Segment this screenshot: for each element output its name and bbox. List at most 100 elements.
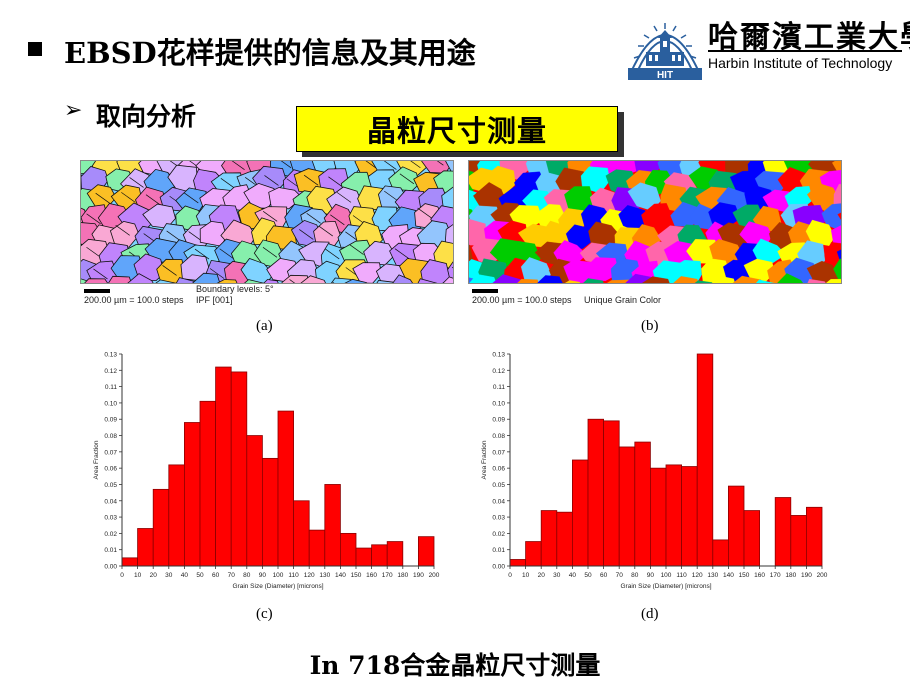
grain-shape xyxy=(833,183,841,209)
x-tick-label: 60 xyxy=(600,572,608,579)
grain-shape xyxy=(807,278,826,283)
histogram-bar xyxy=(261,457,279,567)
twin-boundary xyxy=(220,178,236,189)
x-axis-label: Grain Size (Diameter) [microns] xyxy=(620,583,711,590)
slide-subtitle: 取向分析 xyxy=(96,102,197,131)
grain-shape xyxy=(564,280,581,283)
twin-boundary xyxy=(209,268,225,279)
y-tick-label: 0.12 xyxy=(492,368,505,375)
twin-boundary xyxy=(349,244,364,255)
y-tick-label: 0.06 xyxy=(492,466,505,473)
grain-shape xyxy=(445,161,453,173)
grain-shape xyxy=(344,278,367,283)
x-tick-label: 140 xyxy=(723,572,734,579)
grain-shape xyxy=(732,275,763,283)
x-tick-label: 140 xyxy=(335,572,346,579)
twin-boundary xyxy=(264,175,279,186)
grain-shape xyxy=(831,225,841,248)
y-tick-label: 0.12 xyxy=(104,368,117,375)
histogram-bar xyxy=(277,410,295,567)
histogram-bar xyxy=(774,497,792,567)
grain-shape xyxy=(420,259,451,283)
x-tick-label: 160 xyxy=(366,572,377,579)
y-tick-label: 0.10 xyxy=(492,400,505,407)
twin-boundary xyxy=(162,265,177,276)
twin-boundary xyxy=(262,247,278,258)
university-emblem-icon: HIT xyxy=(628,23,702,81)
twin-boundary xyxy=(299,229,314,240)
twin-boundary xyxy=(325,248,340,260)
twin-boundary xyxy=(219,248,234,260)
x-tick-label: 110 xyxy=(288,572,299,579)
y-axis-label: Area Fraction xyxy=(93,440,100,479)
grain-shape xyxy=(670,259,702,283)
y-tick-label: 0.09 xyxy=(492,417,505,424)
ebsd-unique-grain-map-image xyxy=(468,160,842,284)
twin-boundary xyxy=(328,176,343,188)
x-tick-label: 20 xyxy=(538,572,546,579)
grain-shape xyxy=(777,273,804,283)
emblem-text: HIT xyxy=(657,70,673,81)
histogram-bar xyxy=(137,528,154,567)
x-tick-label: 190 xyxy=(801,572,812,579)
x-tick-label: 130 xyxy=(319,572,330,579)
y-tick-label: 0.02 xyxy=(492,531,505,538)
histogram-bar xyxy=(417,536,435,567)
histogram-bar xyxy=(712,539,729,567)
histogram-bar xyxy=(649,467,667,567)
x-tick-label: 150 xyxy=(739,572,750,579)
scale-text-a: 200.00 µm = 100.0 steps xyxy=(84,295,184,305)
histogram-bar xyxy=(618,446,636,567)
y-tick-label: 0.00 xyxy=(492,564,505,571)
histogram-bar xyxy=(293,500,310,567)
x-tick-label: 120 xyxy=(304,572,315,579)
y-tick-label: 0.05 xyxy=(492,482,505,489)
twin-boundary xyxy=(306,213,321,224)
grain-shape xyxy=(444,224,453,246)
y-tick-label: 0.11 xyxy=(105,384,118,391)
histogram-chart-d: 0.00 0.01 0.02 0.03 0.04 0.05 0.06 0.07 0.08 0.09… xyxy=(481,352,828,591)
panel-label-a: (a) xyxy=(256,318,273,334)
grain-shape xyxy=(641,276,670,283)
x-tick-label: 120 xyxy=(692,572,703,579)
x-tick-label: 130 xyxy=(707,572,718,579)
twin-boundary xyxy=(115,225,130,236)
twin-boundary xyxy=(303,174,319,186)
histogram-bar xyxy=(681,466,698,567)
grain-shape xyxy=(469,274,497,283)
grain-shape xyxy=(109,220,140,248)
y-tick-label: 0.13 xyxy=(492,352,505,359)
y-tick-label: 0.07 xyxy=(492,449,505,456)
grain-shape xyxy=(155,279,177,283)
y-tick-label: 0.05 xyxy=(104,482,117,489)
scale-bar-b xyxy=(472,289,498,293)
histogram-bar xyxy=(215,366,232,567)
logo-divider xyxy=(708,50,902,52)
histogram-chart-c: 0.00 0.01 0.02 0.03 0.04 0.05 0.06 0.07 0.08 0.09… xyxy=(93,352,440,591)
histogram-bar xyxy=(355,547,373,567)
grain-shape xyxy=(441,186,453,210)
twin-boundary xyxy=(166,230,181,242)
map-type-text-a: IPF [001] xyxy=(196,295,233,305)
histogram-bar xyxy=(727,485,745,567)
twin-boundary xyxy=(394,248,410,259)
y-tick-label: 0.08 xyxy=(492,433,505,440)
y-tick-label: 0.00 xyxy=(104,564,117,571)
x-tick-label: 160 xyxy=(754,572,765,579)
twin-boundary xyxy=(399,173,415,185)
histogram-bar xyxy=(184,422,201,567)
twin-boundary xyxy=(129,177,144,188)
panel-label-b: (b) xyxy=(641,318,659,334)
x-tick-label: 10 xyxy=(134,572,142,579)
grain-shape xyxy=(108,275,132,283)
grain-shape xyxy=(825,278,841,283)
twin-boundary xyxy=(194,248,210,260)
histogram-bar xyxy=(525,541,542,567)
grain-shape xyxy=(442,276,453,283)
figure-caption: In 718合金晶粒尺寸测量 xyxy=(309,651,601,680)
y-tick-label: 0.08 xyxy=(104,433,117,440)
x-tick-label: 20 xyxy=(150,572,158,579)
map-type-text-b: Unique Grain Color xyxy=(584,295,662,305)
grain-shape xyxy=(192,272,221,283)
histogram-bar xyxy=(371,544,388,567)
